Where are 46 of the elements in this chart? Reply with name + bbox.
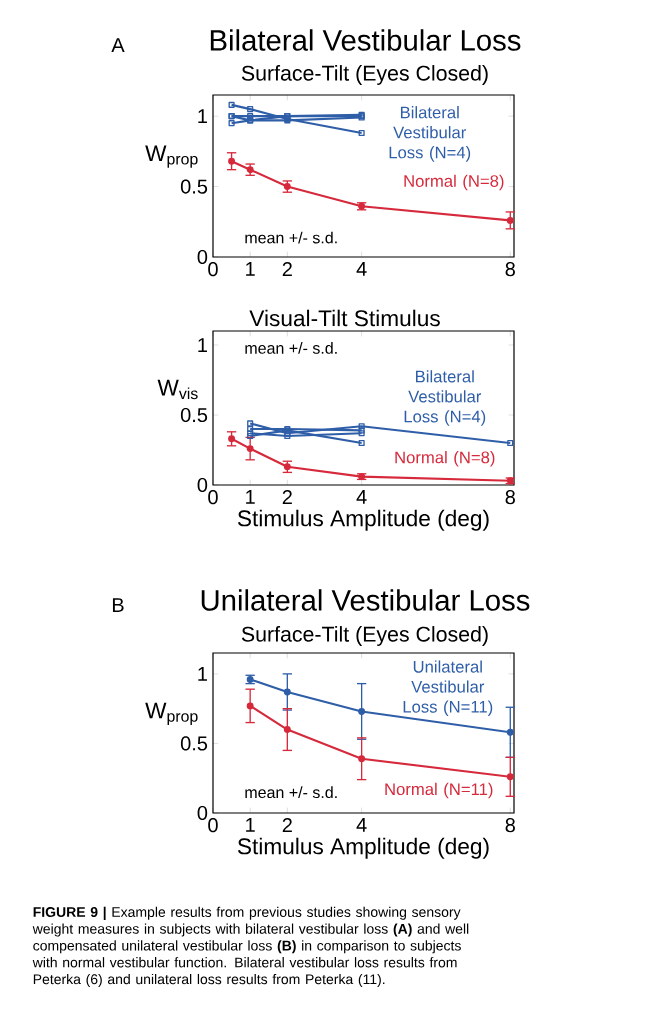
x-axis-title: Stimulus Amplitude (deg) xyxy=(237,509,489,531)
y-axis-title: W$_{prop}$ xyxy=(145,145,198,168)
y-axis-title: W$_{vis}$ xyxy=(157,379,198,400)
x-tick-label: 4 xyxy=(356,490,367,504)
text: FIGURE 9 | Example results from previous studies showing sensory weight measures in subjects with bilateral vestibular loss (A) and well compensated unilateral vestibular loss (B) in comparison to subjects with normal vestibular function. Bilateral vestibular loss results from Peterka (6) and unilateral loss results from Peterka (11). xyxy=(32,906,469,987)
chart-subtitle: Surface-Tilt (Eyes Closed) xyxy=(241,626,488,646)
y-axis-title: W$_{prop}$ xyxy=(145,702,198,725)
x-tick-label: 1 xyxy=(246,262,255,276)
annotation: mean +/- s.d. xyxy=(245,342,337,354)
chart-subtitle: Surface-Tilt (Eyes Closed) xyxy=(241,65,488,85)
y-tick-label: 1 xyxy=(198,338,207,352)
series-label: Normal (N=8) xyxy=(395,451,495,467)
y-tick-label: 0 xyxy=(197,805,208,821)
x-tick-label: 4 xyxy=(356,818,367,832)
annotation: mean +/- s.d. xyxy=(245,786,337,799)
annotation: mean +/- s.d. xyxy=(245,231,337,244)
y-tick-label: 0.5 xyxy=(180,736,208,751)
chart-title: Unilateral Vestibular Loss xyxy=(201,589,530,611)
x-tick-label: 8 xyxy=(505,262,515,277)
y-tick-label: 1 xyxy=(198,667,207,681)
y-tick-label: 0.5 xyxy=(180,407,208,423)
series-label: Unilateral Vestibular Loss (N=11) xyxy=(403,660,493,716)
y-tick-label: 0 xyxy=(197,477,208,493)
x-tick-label: 0 xyxy=(208,262,218,277)
chart-title: Visual-Tilt Stimulus xyxy=(249,309,440,327)
y-tick-label: 0 xyxy=(197,249,208,265)
x-axis-title: Stimulus Amplitude (deg) xyxy=(237,837,489,859)
y-tick-label: 1 xyxy=(198,109,207,124)
x-tick-label: 0 xyxy=(208,818,218,833)
x-tick-label: 0 xyxy=(208,490,218,505)
y-tick-label: 0.5 xyxy=(180,179,208,194)
series-label: Bilateral Vestibular Loss (N=4) xyxy=(404,370,486,426)
x-tick-label: 4 xyxy=(356,262,367,276)
series-label: Bilateral Vestibular Loss (N=4) xyxy=(389,106,471,162)
text: A xyxy=(111,38,125,52)
x-tick-label: 1 xyxy=(246,818,255,832)
x-tick-label: 1 xyxy=(246,490,255,504)
x-tick-label: 2 xyxy=(282,490,292,505)
x-tick-label: 2 xyxy=(282,262,292,277)
series-label: Normal (N=11) xyxy=(385,782,493,799)
text: B xyxy=(112,598,124,612)
x-tick-label: 8 xyxy=(505,818,515,833)
chart-title: Bilateral Vestibular Loss xyxy=(210,29,521,51)
x-tick-label: 2 xyxy=(282,818,292,833)
x-tick-label: 8 xyxy=(505,490,515,505)
series-label: Normal (N=8) xyxy=(404,174,504,191)
